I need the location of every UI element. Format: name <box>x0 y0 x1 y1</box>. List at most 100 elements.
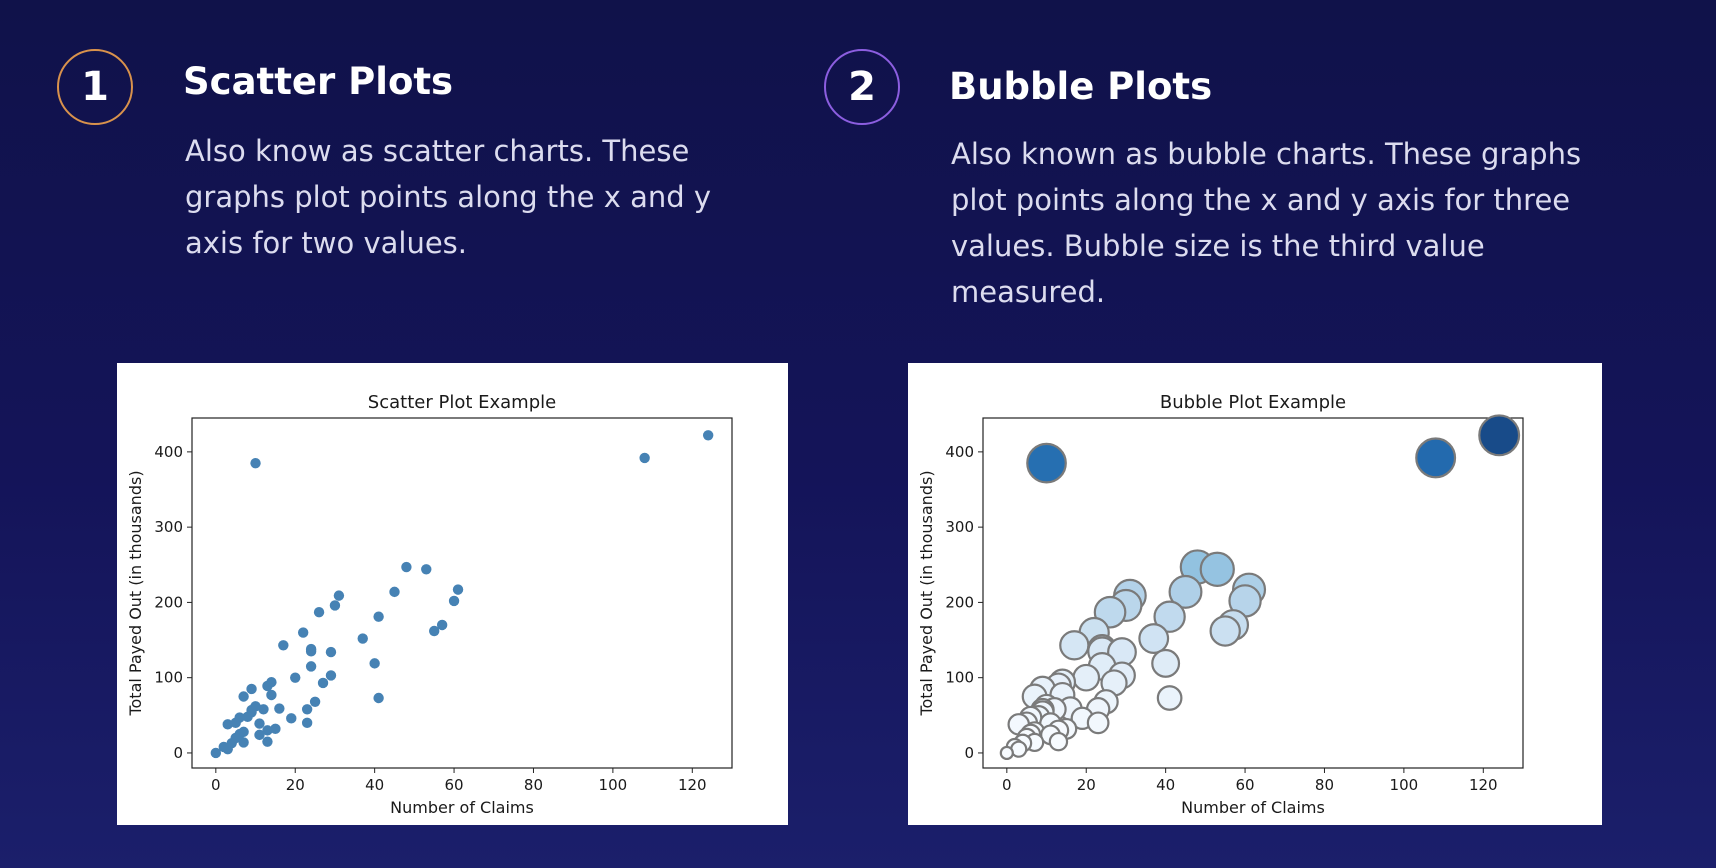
x-tick-label: 40 <box>1156 776 1175 794</box>
x-tick-label: 40 <box>365 776 384 794</box>
bubble-point <box>1415 437 1457 479</box>
scatter-point <box>436 619 448 631</box>
scatter-point <box>401 561 412 573</box>
chart-title: Bubble Plot Example <box>1160 392 1346 413</box>
scatter-point <box>309 696 321 707</box>
bubble-point <box>1138 623 1170 654</box>
scatter-point <box>639 452 650 464</box>
bubble-point <box>1151 648 1181 678</box>
scatter-point <box>250 701 261 712</box>
scatter-point <box>325 646 337 658</box>
x-tick-label: 100 <box>599 776 628 794</box>
scatter-point <box>210 747 222 759</box>
y-tick-label: 400 <box>154 443 183 461</box>
scatter-point <box>297 627 309 638</box>
scatter-point <box>373 611 384 622</box>
y-tick-label: 300 <box>945 518 974 536</box>
scatter-point <box>254 729 265 741</box>
y-tick-label: 200 <box>945 593 974 611</box>
bubble-point <box>1168 574 1203 609</box>
plot-frame <box>982 417 1524 769</box>
scatter-point <box>357 633 368 644</box>
bubble-point <box>1059 630 1090 661</box>
x-tick-label: 20 <box>286 776 305 794</box>
section-1-number-badge: 1 <box>57 49 133 125</box>
scatter-point <box>262 736 273 747</box>
scatter-point <box>305 643 317 655</box>
x-tick-label: 80 <box>524 776 543 794</box>
x-tick-label: 20 <box>1077 776 1096 794</box>
scatter-point <box>389 586 400 598</box>
x-tick-label: 0 <box>211 776 221 794</box>
bubble-point <box>1048 731 1069 752</box>
scatter-point <box>421 564 432 575</box>
scatter-point <box>452 584 464 595</box>
scatter-plots-heading: Scatter Plots <box>183 60 454 103</box>
scatter-point <box>290 672 301 683</box>
x-axis-label: Number of Claims <box>1181 798 1325 817</box>
scatter-point <box>286 713 297 724</box>
x-tick-label: 80 <box>1315 776 1334 794</box>
y-tick-label: 100 <box>945 669 974 687</box>
y-tick-label: 200 <box>154 593 183 611</box>
scatter-point <box>301 717 313 729</box>
chart-title: Scatter Plot Example <box>368 392 556 413</box>
x-tick-label: 60 <box>1236 776 1255 794</box>
y-tick-label: 400 <box>945 443 974 461</box>
bubble-point <box>1153 600 1186 633</box>
scatter-point <box>448 595 460 607</box>
bubble-point <box>999 745 1014 761</box>
section-2-number-badge: 2 <box>824 49 900 125</box>
scatter-point <box>250 457 261 469</box>
scatter-point <box>254 718 265 729</box>
y-axis-label: Total Payed Out (in thousands) <box>126 470 145 716</box>
scatter-point <box>329 600 341 611</box>
bubble-point <box>1156 685 1183 711</box>
scatter-point <box>313 606 325 618</box>
scatter-point <box>222 719 233 730</box>
scatter-point <box>238 691 249 702</box>
x-tick-label: 120 <box>1469 776 1498 794</box>
scatter-point <box>266 689 277 701</box>
scatter-point <box>246 683 257 695</box>
scatter-point <box>234 712 245 723</box>
scatter-plot-chart: Scatter Plot Example 0 20 40 60 80 100 120 0 100 2… <box>126 392 733 817</box>
bubble-plots-heading: Bubble Plots <box>949 65 1213 108</box>
x-tick-label: 100 <box>1390 776 1419 794</box>
scatter-point <box>317 677 329 689</box>
bubble-plots-description: Also known as bubble charts. These graph… <box>951 137 1582 309</box>
bubble-point <box>1086 711 1110 735</box>
bubble-plot-chart: Bubble Plot Example 0 20 40 60 80 100 120 0 100 20… <box>917 392 1524 817</box>
x-tick-label: 0 <box>1002 776 1012 794</box>
scatter-point <box>369 658 380 669</box>
y-tick-label: 0 <box>173 744 183 762</box>
y-tick-label: 300 <box>154 518 183 536</box>
bubble-point <box>1072 663 1101 692</box>
y-tick-label: 100 <box>154 669 183 687</box>
x-tick-label: 60 <box>445 776 464 794</box>
scatter-point <box>266 676 277 688</box>
bubble-point <box>1026 442 1067 484</box>
scatter-point <box>238 726 249 738</box>
x-tick-label: 120 <box>678 776 707 794</box>
bubble-plot-card: Bubble Plot Example 0 20 40 60 80 100 120 0 100 20… <box>908 363 1602 825</box>
scatter-point <box>333 590 345 601</box>
scatter-point <box>278 640 289 651</box>
scatter-point <box>301 704 313 715</box>
scatter-plots-description: Also know as scatter charts. These graph… <box>185 134 712 260</box>
y-axis-label: Total Payed Out (in thousands) <box>917 470 936 716</box>
scatter-point <box>325 670 337 681</box>
scatter-point <box>274 703 285 714</box>
scatter-point <box>429 625 440 637</box>
scatter-point <box>305 661 317 672</box>
scatter-point <box>238 737 249 748</box>
x-axis-label: Number of Claims <box>390 798 534 817</box>
scatter-point <box>258 704 269 715</box>
scatter-plot-card: Scatter Plot Example 0 20 40 60 80 100 120 0 100 2… <box>117 363 788 825</box>
bubble-point <box>1209 615 1241 647</box>
bubble-point <box>1478 414 1521 457</box>
plot-frame <box>191 417 733 769</box>
y-tick-label: 0 <box>964 744 974 762</box>
scatter-point <box>270 723 281 735</box>
scatter-point <box>702 430 714 441</box>
